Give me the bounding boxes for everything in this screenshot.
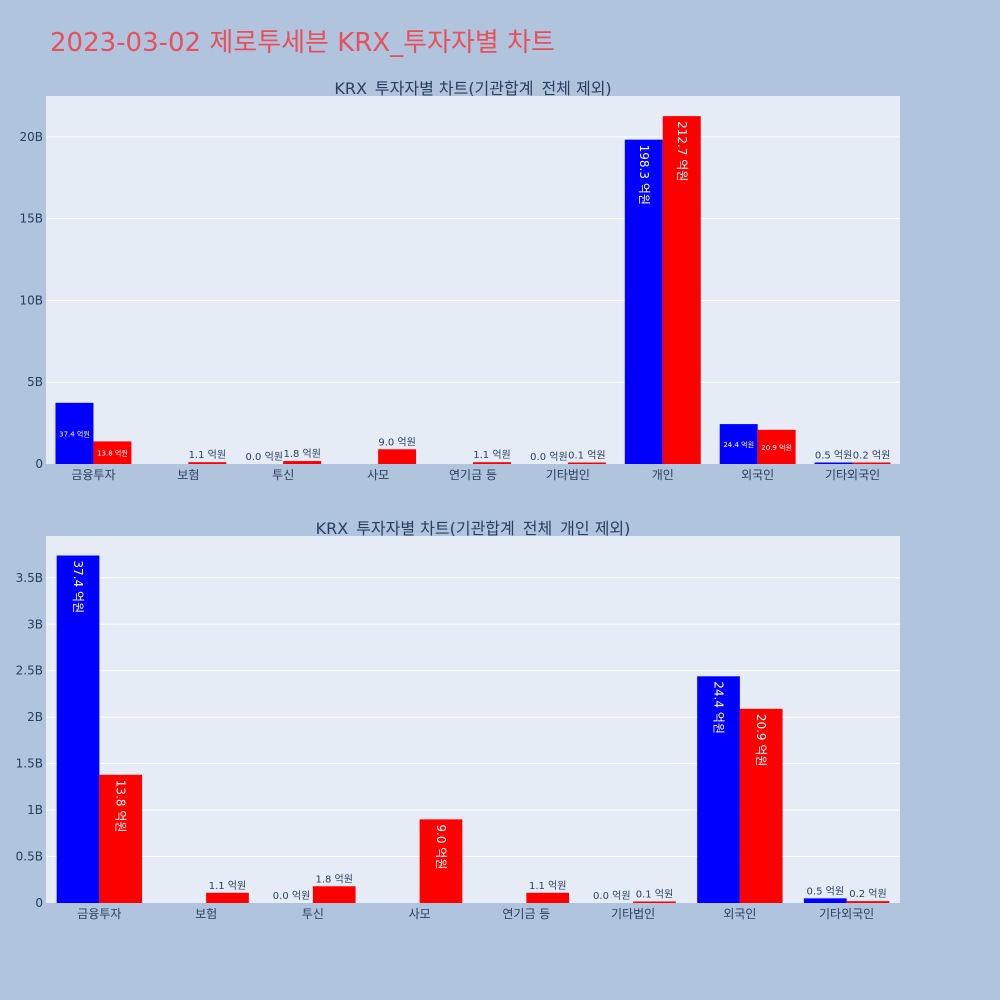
data-label: 0.0 억원 — [530, 451, 567, 463]
y-tick-label: 2B — [27, 710, 43, 724]
x-tick-label: 사모 — [409, 907, 431, 921]
data-label: 1.8 억원 — [283, 448, 320, 460]
y-tick-label: 2.5B — [16, 664, 43, 678]
data-label: 20.9 억원 — [761, 443, 792, 452]
x-tick-label: 기타외국인 — [825, 468, 880, 482]
sell-bar — [526, 892, 570, 903]
sell-bar — [283, 461, 322, 464]
x-tick-label: 금융투자 — [77, 907, 121, 921]
data-label: 198.3 억원 — [637, 145, 651, 205]
sell-bar — [567, 462, 606, 464]
data-label: 0.5 억원 — [815, 450, 852, 462]
x-tick-label: 투신 — [302, 907, 324, 921]
data-label: 1.1 억원 — [189, 449, 226, 461]
sell-bar — [739, 708, 783, 903]
data-label: 13.8 억원 — [97, 449, 128, 458]
data-label: 212.7 억원 — [675, 121, 689, 181]
sell-bar — [662, 116, 701, 464]
buy-bar — [803, 898, 847, 903]
y-tick-label: 3B — [27, 617, 43, 631]
x-tick-label: 기타외국인 — [819, 907, 874, 921]
sell-bar — [93, 441, 132, 464]
sell-bar — [99, 774, 143, 903]
plot-area — [46, 96, 900, 464]
x-tick-label: 기타법인 — [546, 468, 590, 482]
sell-bar — [757, 429, 796, 464]
sell-bar — [312, 886, 356, 903]
buy-bar — [56, 555, 100, 903]
x-tick-label: 연기금 등 — [502, 907, 550, 921]
buy-bar — [624, 139, 663, 464]
x-tick-label: 개인 — [652, 468, 674, 482]
y-tick-label: 3.5B — [16, 571, 43, 585]
data-label: 0.2 억원 — [853, 450, 890, 462]
data-label: 9.0 억원 — [434, 824, 448, 869]
y-tick-label: 10B — [19, 293, 43, 307]
x-tick-label: 연기금 등 — [449, 468, 497, 482]
chart-excluding-individuals: KRX_투자자별 차트(기관합계_전체_개인 제외) 0 0.5B 1B 1.5B 2B… — [16, 519, 900, 921]
y-tick-label: 0 — [35, 457, 43, 471]
sell-bar — [206, 892, 249, 903]
y-tick-label: 1.5B — [16, 757, 43, 771]
data-label: 20.9 억원 — [754, 714, 768, 767]
sell-bar — [419, 819, 463, 903]
sell-bar — [846, 901, 890, 903]
data-label: 9.0 억원 — [378, 436, 415, 448]
x-tick-label: 기타법인 — [611, 907, 655, 921]
data-label: 0.0 억원 — [593, 890, 630, 902]
data-label: 0.1 억원 — [636, 889, 673, 901]
x-tick-label: 금융투자 — [71, 468, 115, 482]
data-label: 0.2 억원 — [849, 888, 886, 900]
sell-bar — [633, 901, 676, 903]
sell-bar — [852, 462, 891, 464]
data-label: 0.1 억원 — [568, 450, 605, 462]
y-tick-label: 5B — [27, 375, 43, 389]
buy-bar — [719, 424, 758, 464]
data-label: 13.8 억원 — [114, 780, 128, 833]
chart-title: KRX_투자자별 차트(기관합계_전체_개인 제외) — [316, 519, 631, 539]
x-tick-label: 사모 — [367, 468, 389, 482]
data-label: 24.4 억원 — [723, 440, 754, 449]
y-tick-label: 0 — [35, 896, 43, 910]
sell-bar — [378, 449, 417, 464]
sell-bar — [188, 462, 227, 464]
data-label: 37.4 억원 — [59, 429, 90, 438]
main-title: 2023-03-02 제로투세븐 KRX_투자자별 차트 — [50, 28, 555, 58]
x-tick-label: 보험 — [195, 907, 217, 921]
x-tick-label: 보험 — [177, 468, 199, 482]
data-label: 0.5 억원 — [807, 885, 844, 897]
data-label: 1.8 억원 — [315, 873, 352, 885]
data-label: 1.1 억원 — [473, 449, 510, 461]
x-tick-label: 외국인 — [723, 907, 756, 921]
buy-bar — [697, 676, 740, 903]
data-label: 1.1 억원 — [209, 880, 246, 892]
data-label: 37.4 억원 — [71, 561, 85, 614]
y-tick-label: 15B — [19, 212, 43, 226]
data-label: 1.1 억원 — [529, 880, 566, 892]
x-tick-label: 외국인 — [741, 468, 774, 482]
data-label: 24.4 억원 — [712, 681, 726, 734]
x-tick-label: 투신 — [272, 468, 294, 482]
y-tick-label: 1B — [27, 803, 43, 817]
data-label: 0.0 억원 — [246, 451, 283, 463]
chart-title: KRX_투자자별 차트(기관합계_전체 제외) — [334, 79, 611, 99]
data-label: 0.0 억원 — [273, 890, 310, 902]
buy-bar — [55, 402, 94, 464]
buy-bar — [814, 462, 853, 464]
sell-bar — [473, 462, 511, 464]
y-tick-label: 20B — [19, 130, 43, 144]
chart-all-investors: KRX_투자자별 차트(기관합계_전체 제외) 0 5B 10B 15B 20B 금융투자… — [19, 79, 900, 482]
y-tick-label: 0.5B — [16, 850, 43, 864]
